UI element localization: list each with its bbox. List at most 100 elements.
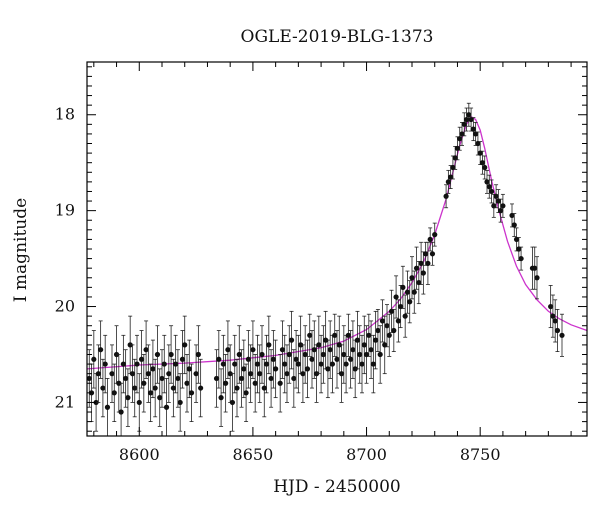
data-point (288, 310, 295, 370)
data-point (377, 325, 383, 384)
data-marker (388, 308, 395, 314)
y-tick-label: 18 (55, 105, 75, 124)
data-marker (129, 371, 136, 377)
data-marker (357, 351, 363, 358)
data-point (132, 358, 138, 418)
data-point (461, 112, 467, 137)
data-marker (295, 361, 301, 367)
data-point (493, 184, 499, 209)
data-marker (379, 318, 386, 324)
data-marker (109, 371, 115, 377)
data-marker (195, 351, 201, 358)
data-marker (479, 160, 486, 166)
data-point (236, 325, 242, 384)
data-marker (302, 351, 308, 358)
data-marker (104, 404, 111, 410)
data-point (361, 315, 367, 375)
data-point (259, 325, 265, 384)
data-marker (382, 342, 388, 348)
data-point (279, 320, 286, 379)
data-point (195, 325, 201, 384)
data-point (311, 320, 317, 379)
data-point (479, 150, 486, 175)
data-marker (236, 351, 242, 358)
data-point (120, 334, 126, 394)
data-marker (361, 342, 367, 348)
data-marker (313, 371, 320, 377)
data-point (463, 107, 470, 132)
data-marker (111, 390, 117, 396)
data-point (484, 169, 490, 194)
data-marker (363, 351, 370, 358)
data-marker (329, 361, 336, 367)
data-point (125, 368, 131, 427)
data-marker (334, 356, 340, 362)
data-point (432, 222, 438, 247)
data-marker (448, 174, 454, 180)
data-point (386, 313, 392, 357)
data-marker (136, 399, 142, 406)
data-point (184, 354, 190, 413)
data-point (173, 334, 179, 394)
data-marker (134, 361, 140, 367)
data-marker (161, 361, 167, 367)
data-point (448, 165, 454, 189)
data-marker (432, 232, 438, 238)
data-point (148, 363, 154, 423)
data-marker (416, 279, 422, 286)
data-marker (150, 366, 156, 372)
data-marker (193, 371, 199, 377)
data-marker (179, 356, 186, 362)
data-marker (473, 131, 479, 137)
data-point (104, 378, 111, 437)
data-point (159, 349, 165, 408)
data-point (225, 320, 231, 379)
chart-title: OGLE-2019-BLG-1373 (241, 27, 434, 47)
data-point (170, 358, 176, 418)
data-point (348, 330, 354, 389)
data-marker (268, 375, 274, 382)
data-point (86, 349, 92, 408)
data-point (116, 354, 122, 413)
data-point (334, 330, 340, 389)
data-point (413, 246, 420, 290)
data-marker (393, 294, 399, 300)
data-marker (452, 155, 458, 161)
data-point (318, 334, 324, 394)
data-marker (198, 385, 204, 391)
data-point (91, 330, 97, 389)
data-point (498, 198, 504, 223)
data-marker (254, 361, 261, 367)
data-point (168, 325, 174, 384)
data-marker (411, 289, 417, 295)
data-marker (152, 385, 158, 391)
data-marker (552, 318, 558, 324)
y-tick-label: 21 (55, 392, 75, 411)
data-marker (404, 289, 411, 295)
data-point (223, 354, 229, 413)
x-tick-label: 8700 (346, 445, 387, 464)
data-marker (273, 366, 279, 372)
data-point (475, 131, 481, 156)
x-tick-label: 8600 (119, 445, 160, 464)
data-marker (386, 332, 392, 338)
data-marker (170, 385, 176, 391)
data-marker (350, 347, 356, 353)
data-point (459, 122, 465, 146)
data-point (468, 107, 474, 132)
data-point (379, 299, 386, 343)
data-point (216, 330, 222, 389)
x-axis-label: HJD - 2450000 (273, 477, 401, 497)
data-point (457, 126, 463, 151)
data-point (241, 339, 247, 399)
data-point (404, 270, 411, 314)
data-point (270, 330, 276, 389)
data-marker (427, 236, 433, 243)
data-marker (463, 116, 470, 123)
x-tick-label: 8750 (460, 445, 501, 464)
data-marker (320, 351, 326, 358)
data-marker (332, 332, 338, 338)
data-point (186, 339, 192, 399)
data-marker (402, 313, 408, 319)
